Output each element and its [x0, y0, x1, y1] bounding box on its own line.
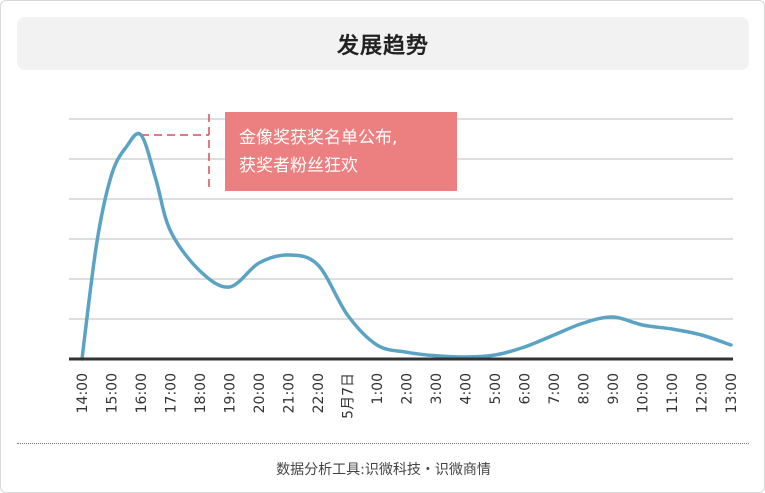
- x-tick-label: 6:00: [518, 373, 534, 404]
- footer-divider: [17, 443, 749, 444]
- x-tick-label: 4:00: [459, 373, 475, 404]
- x-tick-label: 21:00: [282, 373, 298, 413]
- x-tick-label: 13:00: [724, 373, 740, 413]
- x-tick-label: 11:00: [665, 373, 681, 413]
- x-tick-label: 22:00: [311, 373, 327, 413]
- line-chart: 金像奖获奖名单公布, 获奖者粉丝狂欢 14:00 15:00 16:00 17:00 18:…: [69, 112, 740, 419]
- x-tick-label: 5月7日: [341, 373, 357, 419]
- x-tick-label: 10:00: [636, 373, 652, 413]
- title-bar: 发展趋势: [17, 17, 749, 70]
- x-tick-label: 20:00: [252, 373, 268, 413]
- x-tick-label: 2:00: [400, 373, 416, 404]
- x-tick-label: 7:00: [547, 373, 563, 404]
- annotation-box: [225, 112, 457, 191]
- x-tick-label: 18:00: [193, 373, 209, 413]
- x-tick-label: 19:00: [223, 373, 239, 413]
- x-tick-label: 17:00: [164, 373, 180, 413]
- x-tick-label: 1:00: [370, 373, 386, 404]
- x-tick-label: 14:00: [75, 373, 91, 413]
- x-tick-label: 5:00: [488, 373, 504, 404]
- x-tick-label: 3:00: [429, 373, 445, 404]
- x-tick-label: 16:00: [134, 373, 150, 413]
- series-line: [80, 131, 733, 361]
- footer-credit: 数据分析工具:识微科技・识微商情: [276, 462, 491, 478]
- x-tick-label: 9:00: [606, 373, 622, 404]
- x-tick-label: 8:00: [577, 373, 593, 404]
- annotation-text: 获奖者粉丝狂欢: [239, 156, 358, 176]
- x-tick-label: 12:00: [695, 373, 711, 413]
- x-tick-label: 15:00: [105, 373, 121, 413]
- chart-title: 发展趋势: [336, 33, 429, 59]
- annotation-text: 金像奖获奖名单公布,: [239, 128, 397, 148]
